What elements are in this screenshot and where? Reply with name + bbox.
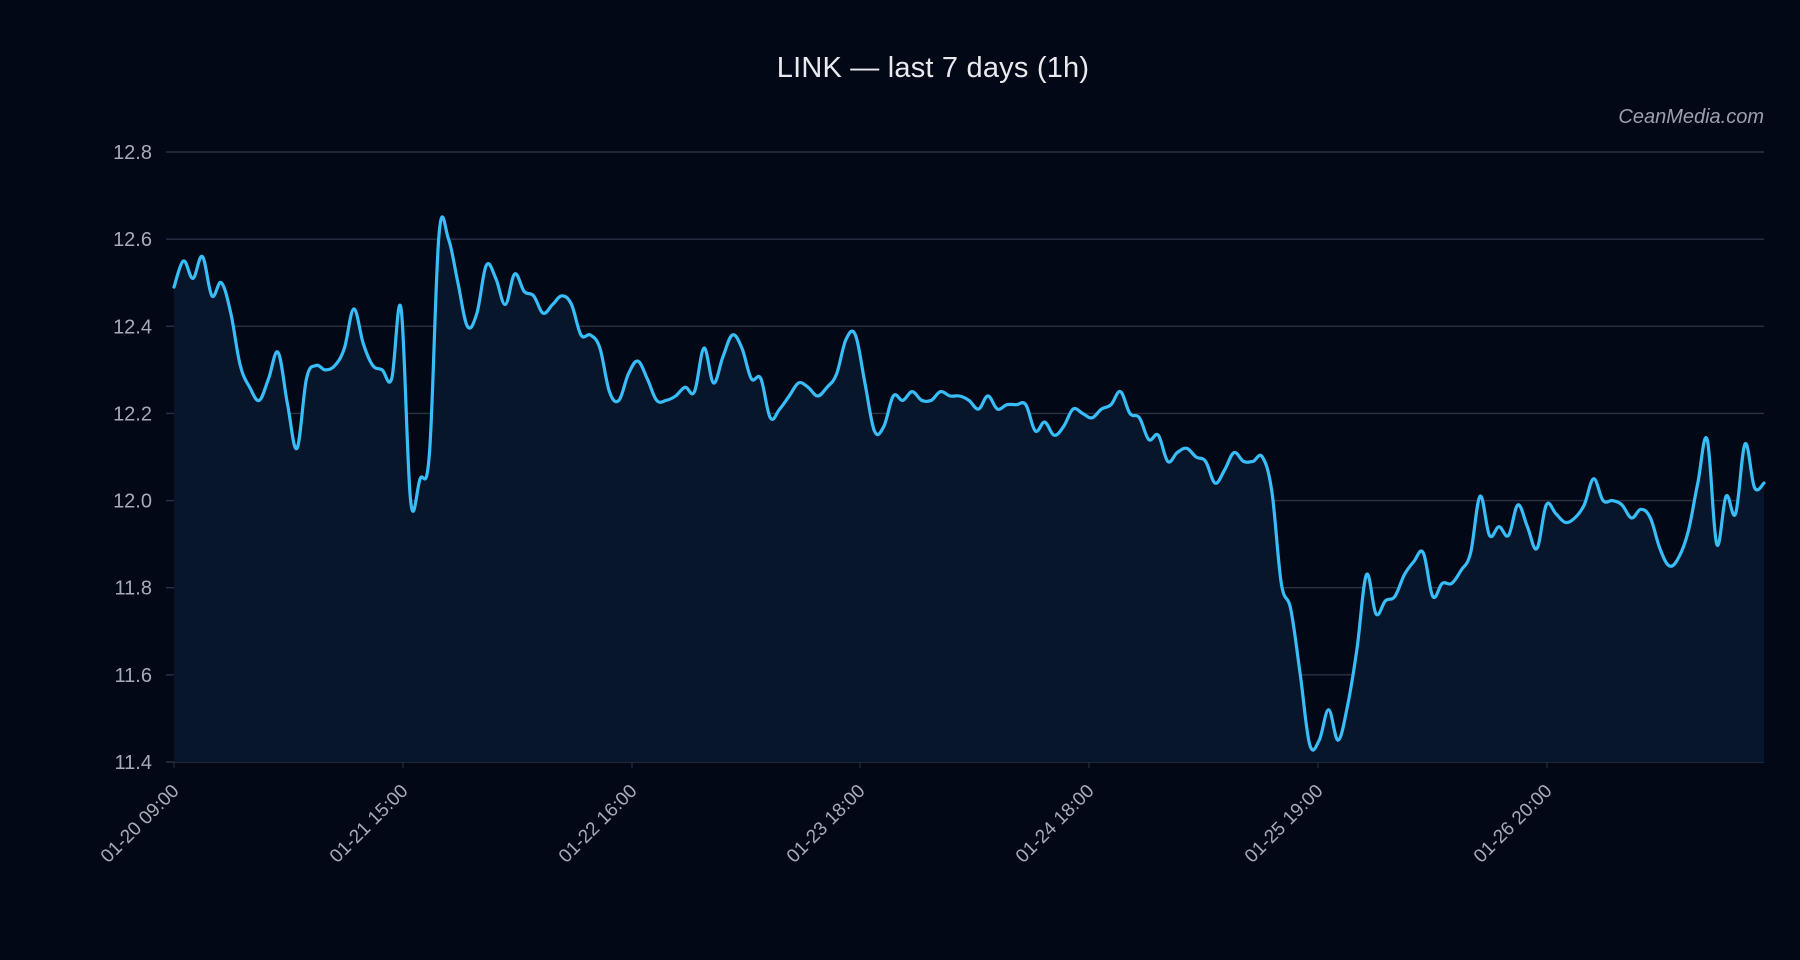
- x-tick-label: 01-25 19:00: [1241, 781, 1328, 868]
- y-tick-label: 12.0: [113, 491, 152, 513]
- x-tick-label: 01-22 16:00: [555, 781, 642, 868]
- y-tick-label: 12.6: [113, 229, 152, 251]
- y-tick-label: 11.4: [115, 752, 152, 774]
- x-tick-label: 01-24 18:00: [1012, 781, 1099, 868]
- x-tick-label: 01-23 18:00: [783, 781, 870, 868]
- y-tick-label: 12.4: [113, 316, 152, 338]
- chart-title: LINK — last 7 days (1h): [776, 52, 1090, 84]
- x-tick-label: 01-20 09:00: [97, 781, 184, 868]
- x-tick-label: 01-26 20:00: [1470, 781, 1557, 868]
- y-axis-ticks: 11.4 11.6 11.8 12.0 12.2 12.4 12.6 12.8: [113, 142, 152, 774]
- y-tick-label: 12.2: [113, 403, 152, 425]
- price-line: [172, 215, 1766, 752]
- y-tick-label: 11.6: [115, 665, 152, 687]
- area-fill: [174, 216, 1764, 762]
- y-tick-label: 12.8: [113, 142, 152, 164]
- x-axis-ticks: 01-20 09:00 01-21 15:00 01-22 16:00 01-23 1…: [97, 762, 1557, 867]
- x-tick-label: 01-21 15:00: [326, 781, 413, 868]
- y-tick-label: 11.8: [115, 578, 152, 600]
- watermark: CeanMedia.com: [1618, 106, 1764, 128]
